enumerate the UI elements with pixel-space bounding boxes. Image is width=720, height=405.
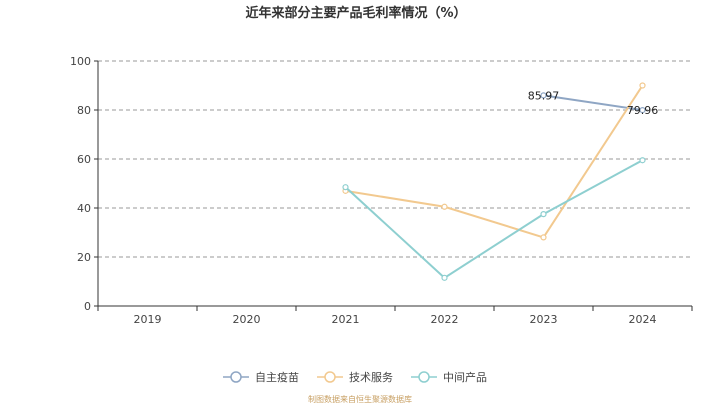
- data-point[interactable]: [639, 106, 646, 114]
- legend-label: 自主疫苗: [255, 370, 299, 384]
- legend-label: 中间产品: [443, 370, 487, 384]
- y-tick-label: 0: [84, 300, 91, 313]
- source-note: 制图数据来自恒生聚源数据库: [308, 394, 412, 404]
- y-tick-label: 40: [77, 202, 91, 215]
- x-tick-label: 2022: [431, 313, 459, 326]
- legend[interactable]: 自主疫苗 技术服务 中间产品: [223, 370, 487, 384]
- y-tick-label: 20: [77, 251, 91, 264]
- legend-swatch-marker: [418, 371, 430, 383]
- data-label: 79.96: [627, 104, 659, 117]
- legend-label: 技术服务: [349, 371, 393, 384]
- y-tick-label: 100: [70, 55, 91, 68]
- legend-swatch-marker: [230, 371, 242, 383]
- legend-item[interactable]: 中间产品: [411, 370, 487, 384]
- x-tick-label: 2020: [233, 313, 261, 326]
- data-point[interactable]: [540, 234, 547, 241]
- data-point[interactable]: [342, 184, 349, 191]
- chart-title: 近年来部分主要产品毛利率情况（%）: [245, 5, 466, 21]
- series-line-0: [543, 94, 643, 112]
- data-point[interactable]: [540, 92, 547, 99]
- data-point[interactable]: [639, 157, 646, 164]
- series-layer: [342, 82, 646, 281]
- x-tick-label: 2023: [530, 313, 558, 326]
- series-line-1: [345, 84, 644, 239]
- x-tick-label: 2019: [134, 313, 162, 326]
- data-point[interactable]: [441, 274, 448, 281]
- data-point[interactable]: [639, 82, 646, 89]
- series-line-2: [344, 159, 643, 280]
- legend-item[interactable]: 技术服务: [317, 371, 393, 384]
- y-tick-label: 80: [77, 104, 91, 117]
- x-tick-label: 2024: [629, 313, 657, 326]
- x-tick-label: 2021: [332, 313, 360, 326]
- data-point[interactable]: [441, 203, 448, 210]
- legend-item[interactable]: 自主疫苗: [223, 370, 299, 384]
- y-tick-label: 60: [77, 153, 91, 166]
- data-labels: 85.97 79.96: [528, 89, 659, 117]
- data-point[interactable]: [540, 211, 547, 218]
- data-label: 85.97: [528, 89, 560, 102]
- legend-swatch-marker: [324, 371, 336, 383]
- grid: [98, 60, 692, 258]
- axes: 0 20 40 60 80 100 2019 2020 2021 2022 2023 2024: [70, 55, 693, 326]
